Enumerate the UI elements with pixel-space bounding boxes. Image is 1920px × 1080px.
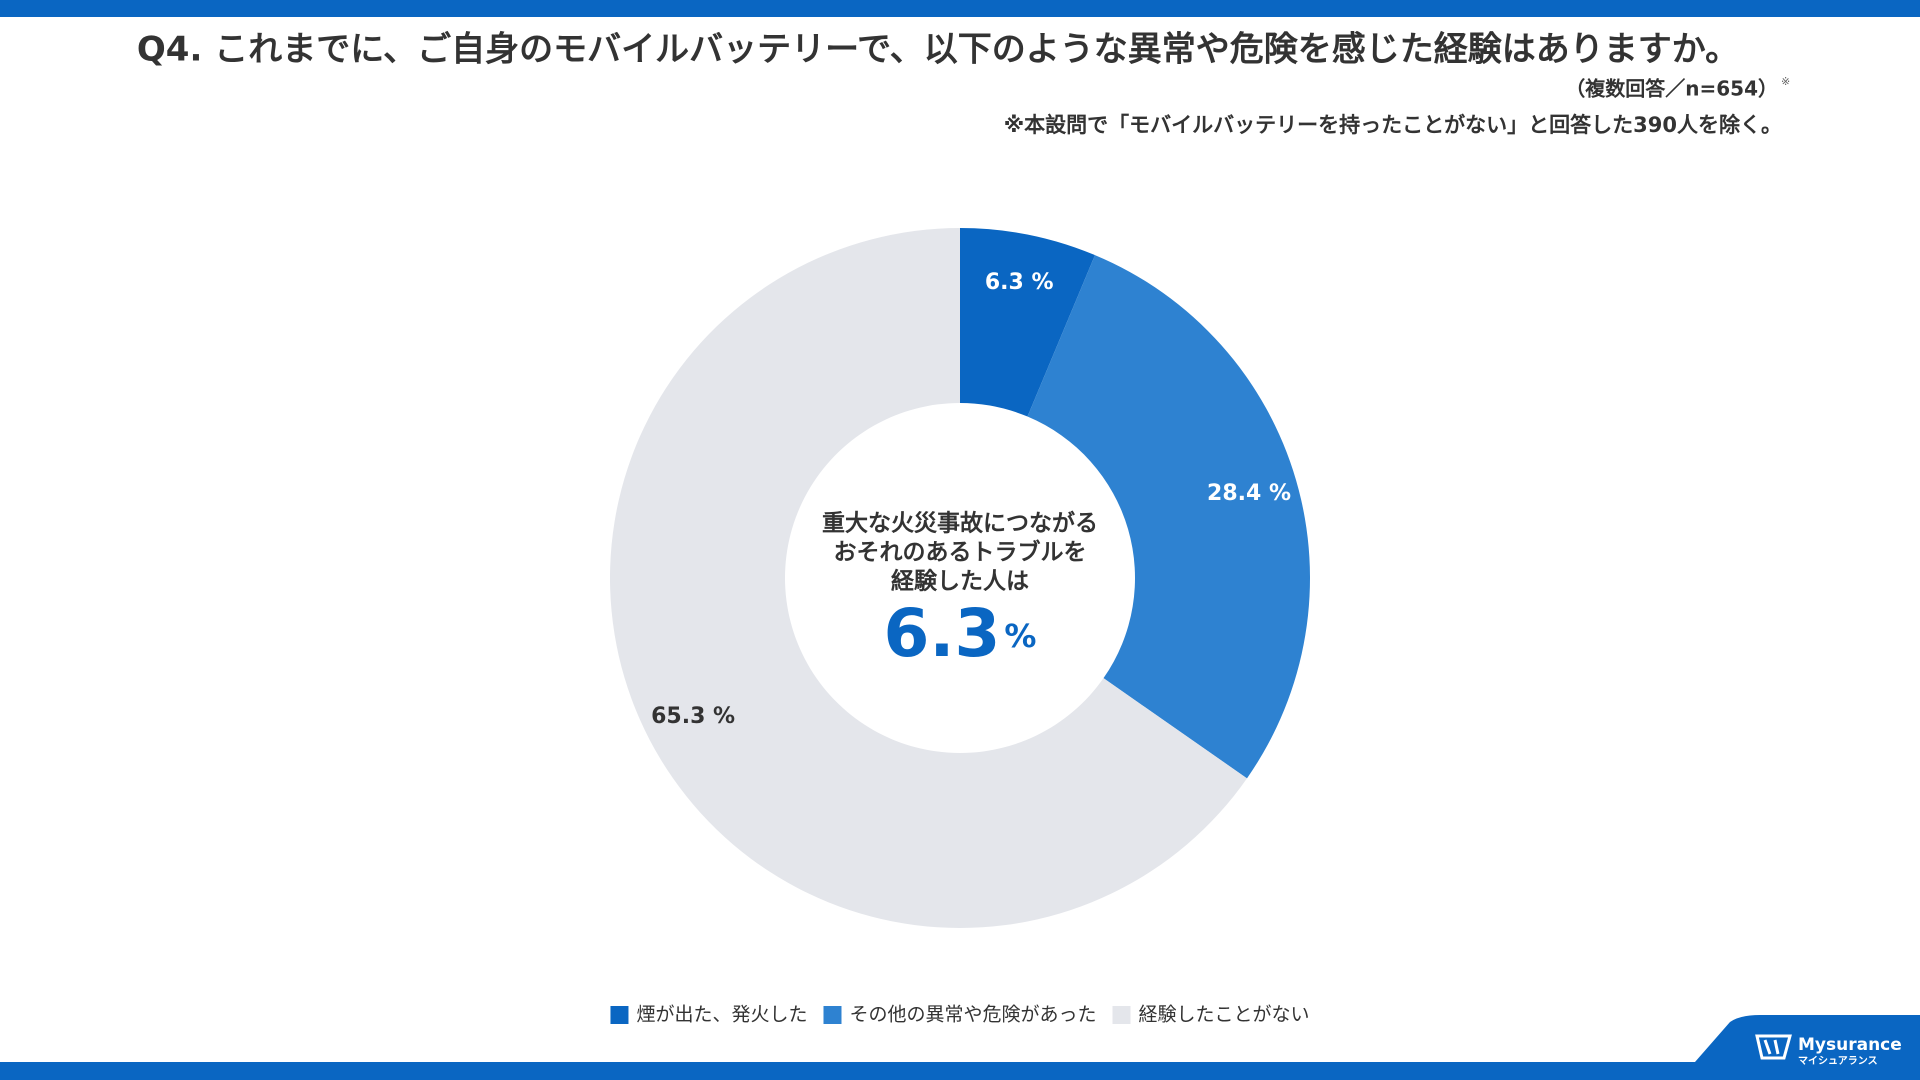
center-value-unit: %: [1004, 617, 1036, 655]
center-text: 経験した人は: [891, 568, 1029, 595]
brand-kana: マイシュアランス: [1798, 1055, 1878, 1067]
slice: [1027, 255, 1310, 779]
legend-swatch: [610, 1006, 629, 1024]
data-label: 65.3 %: [651, 704, 735, 729]
bottom-bar: [0, 1062, 1920, 1080]
center-text: おそれのあるトラブルを: [834, 539, 1087, 566]
center-value-number: 6.3: [884, 595, 1001, 672]
logo-background: [1695, 1015, 1920, 1062]
logo-icon: [1755, 1034, 1792, 1060]
legend-swatch: [1112, 1006, 1131, 1024]
legend-label: 煙が出た、発火した: [636, 1004, 807, 1026]
data-label: 28.4 %: [1207, 481, 1291, 506]
data-label: 6.3 %: [985, 270, 1054, 295]
legend-label: その他の異常や危険があった: [849, 1004, 1096, 1026]
top-bar: [0, 0, 1920, 17]
center-text: 重大な火災事故につながる: [822, 510, 1098, 537]
slice: [960, 228, 1095, 417]
subtitle-mark: ※: [1781, 75, 1790, 88]
brand-name: Mysurance: [1798, 1035, 1902, 1055]
subtitle: （複数回答／n=654）: [1565, 77, 1778, 101]
center-value: 6.3%: [884, 595, 1037, 672]
legend-swatch: [823, 1006, 842, 1024]
slice: [610, 228, 1247, 928]
chart-title: Q4. これまでに、ご自身のモバイルバッテリーで、以下のような異常や危険を感じた…: [137, 30, 1739, 70]
legend-label: 経験したことがない: [1139, 1004, 1310, 1026]
note: ※本設問で「モバイルバッテリーを持ったことがない」と回答した390人を除く。: [1004, 113, 1782, 137]
